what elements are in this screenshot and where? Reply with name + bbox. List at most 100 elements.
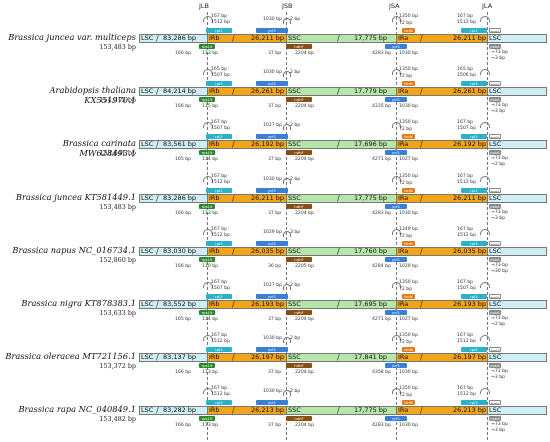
break-slash: / [156, 34, 159, 43]
top-annotation: 2 bp [290, 17, 301, 22]
trnH-gene: trnH [489, 240, 501, 246]
ira-label: IRa [398, 246, 409, 255]
ycf1-gene: ycf1 [256, 347, 288, 353]
bottom-annotation: 166 bp [175, 210, 192, 216]
trnH-gene: trnH [489, 81, 501, 87]
bottom-annotation: 4283 bp [372, 423, 391, 429]
genome-length: 153,483 bp [99, 43, 136, 51]
top-annotation: 1030 bp [263, 389, 282, 395]
break-slash: / [420, 353, 423, 363]
break-slash: / [337, 406, 340, 416]
ssc-size: 17,841 bp [354, 353, 388, 362]
top-annotation: 1027 bp [263, 283, 282, 288]
ycf1-gene: ycf1 [256, 134, 288, 140]
genome-row: Brassica carinata MW628493.1 153,641 bp … [0, 118, 550, 168]
break-slash: / [156, 406, 159, 416]
ndhF-gene: ndhF [286, 363, 312, 369]
top-annotation: 167 bp [457, 226, 474, 232]
genome-row: Brassica juncea var. multiceps 153,483 b… [0, 12, 550, 62]
bottom-annotation: →73 bp [491, 156, 508, 162]
bottom-annotation: →3 bp [491, 375, 506, 381]
ssc-label: SSC [288, 300, 301, 308]
lsc-right-label: LSC [489, 406, 502, 415]
bottom-annotation: →73 bp [491, 316, 508, 321]
junction-line-jlb [207, 12, 208, 440]
bracket-arc [283, 177, 291, 184]
bottom-annotation: 166 bp [175, 423, 192, 429]
trnH-gene: trnH [489, 28, 501, 33]
top-annotation: 1512 bp [457, 20, 476, 25]
ycf1-gene-ira: ycf1 [385, 97, 407, 103]
bottom-annotation: 165 bp [175, 317, 192, 322]
bracket-arc [203, 175, 213, 182]
rpl2-gene: rpl2 [206, 134, 232, 140]
break-slash: / [420, 406, 423, 416]
bottom-annotation: →73 bp [491, 262, 508, 268]
top-annotation: 2 bp [290, 283, 301, 288]
bottom-annotation: →3 bp [491, 215, 506, 221]
break-slash: / [232, 140, 235, 150]
irb-size: 26,211 bp [251, 34, 285, 42]
top-annotation: 167 bp [211, 120, 228, 126]
ssc-label: SSC [288, 246, 301, 255]
lsc-size: 83,282 bp [163, 406, 197, 415]
bottom-annotation: 2204 bp [295, 317, 314, 322]
rpl2-gene-right: rpl2 [461, 294, 487, 299]
ssc-label: SSC [288, 406, 301, 415]
lsc-label: LSC [141, 87, 154, 96]
bottom-annotation: 2204 bp [295, 104, 314, 110]
lsc-label: LSC [141, 246, 154, 255]
ssc-size: 17,696 bp [354, 140, 388, 149]
top-annotation: 2 bp [290, 336, 301, 342]
irb-size: 26,193 bp [251, 300, 285, 308]
ira-label: IRa [398, 34, 409, 42]
bottom-annotation: 1027 bp [399, 157, 418, 163]
psbA-gene: psbA [489, 150, 501, 156]
lsc-size: 83,030 bp [163, 246, 197, 255]
trnN-gene: trnN [402, 81, 415, 87]
break-slash: / [156, 140, 159, 150]
ndhF-gene: ndhF [286, 44, 312, 49]
bottom-annotation: 2204 bp [295, 51, 314, 56]
bracket-arc [203, 388, 213, 395]
top-annotation: 167 bp [457, 386, 474, 392]
bracket-arc [392, 282, 401, 288]
bottom-annotation: 4358 bp [372, 370, 391, 376]
bottom-annotation: 1030 bp [399, 370, 418, 376]
top-annotation: 1350 bp [399, 173, 418, 179]
top-annotation: 2 bp [290, 389, 301, 395]
bottom-annotation: 1030 bp [399, 51, 418, 56]
bottom-annotation: 114 bp [202, 157, 219, 163]
ira-label: IRa [398, 87, 409, 96]
bottom-annotation: →3 bp [491, 109, 506, 115]
ira-size: 26,261 bp [453, 87, 487, 96]
bracket-arc [203, 228, 213, 235]
species-name: Brassica juncea KT581449.1 [15, 191, 136, 202]
ira-label: IRa [398, 140, 409, 149]
lsc-right-segment [487, 353, 547, 363]
top-annotation: 165 bp [211, 67, 228, 73]
top-annotation: 72 bp [399, 340, 413, 346]
bottom-annotation: 2204 bp [295, 423, 314, 429]
genome-row: Brassica nigra KT878383.1 153,633 bp LSC… [0, 278, 550, 328]
trnN-gene: trnN [402, 294, 415, 299]
bottom-annotation: →73 bp [491, 50, 508, 55]
ira-label: IRa [398, 406, 409, 415]
bracket-arc [283, 124, 291, 131]
break-slash: / [232, 406, 235, 416]
bottom-annotation: →73 bp [491, 209, 508, 215]
bracket-arc [480, 228, 490, 235]
top-annotation: 1027 bp [263, 123, 282, 129]
ycf1-gene: ycf1 [256, 400, 288, 406]
bracket-arc [203, 335, 213, 342]
bottom-annotation: →3 bp [491, 56, 506, 61]
top-annotation: 1507 bp [457, 286, 476, 291]
break-slash: / [337, 353, 340, 363]
genome-row: Arabidopsis thaliana KX551970.1 154,515 … [0, 65, 550, 115]
top-annotation: 1350 bp [399, 120, 418, 126]
top-annotation: 72 bp [399, 21, 413, 26]
irb-size: 26,261 bp [251, 87, 285, 96]
rpl2-gene-right: rpl2 [461, 81, 487, 87]
irb-size: 26,035 bp [251, 246, 285, 255]
